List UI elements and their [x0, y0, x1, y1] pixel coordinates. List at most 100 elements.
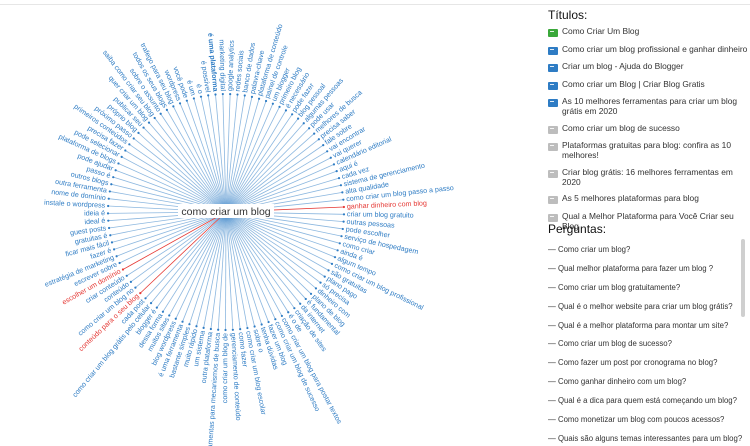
spoke-line: [166, 109, 226, 211]
spoke-end-dot: [340, 235, 343, 238]
spoke-end-dot: [142, 126, 145, 129]
spoke-end-dot: [278, 105, 281, 108]
spoke-line: [222, 94, 227, 211]
spoke-end-dot: [110, 183, 113, 186]
spoke-end-dot: [314, 287, 318, 290]
spoke-line: [227, 212, 338, 251]
spoke-line: [116, 212, 225, 257]
spoke-end-dot: [291, 113, 294, 116]
title-item[interactable]: Criar blog grátis: 16 melhores ferrament…: [548, 167, 748, 187]
title-item[interactable]: Criar um blog - Ajuda do Blogger: [548, 61, 748, 72]
question-item[interactable]: — Como criar um blog de sucesso?: [548, 339, 672, 349]
spoke-end-dot: [341, 227, 344, 231]
spoke-end-dot: [139, 292, 142, 295]
titles-heading: Títulos:: [548, 8, 588, 22]
spoke-end-dot: [335, 170, 338, 173]
keyword-label[interactable]: criar um blog gratuito: [347, 210, 414, 219]
question-item[interactable]: — Como monetizar um blog com poucos aces…: [548, 415, 725, 425]
keyword-label[interactable]: ideia é: [84, 209, 105, 217]
title-item[interactable]: Plataformas gratuitas para blog: confira…: [548, 140, 748, 160]
spoke-line: [210, 213, 227, 330]
spoke-line: [226, 213, 255, 327]
spoke-end-dot: [342, 213, 346, 216]
spoke-end-dot: [336, 249, 339, 252]
questions-scrollbar[interactable]: [741, 237, 747, 446]
question-item[interactable]: — Qual é a dica para quem está começando…: [548, 396, 737, 406]
question-item[interactable]: — Quais são alguns temas interessantes p…: [548, 433, 743, 443]
spoke-line: [227, 212, 333, 265]
spoke-line: [145, 213, 225, 299]
spoke-line: [162, 213, 226, 312]
spoke-end-dot: [271, 102, 274, 105]
center-keyword[interactable]: como criar um blog: [181, 206, 270, 218]
keyword-label[interactable]: marketing digital: [217, 39, 226, 91]
keyword-label[interactable]: outras pessoas: [346, 218, 395, 230]
question-item[interactable]: — Qual é o melhor website para criar um …: [548, 301, 733, 311]
spoke-end-dot: [333, 256, 337, 259]
keyword-label[interactable]: é o: [194, 83, 204, 94]
spoke-line: [175, 213, 226, 319]
question-item[interactable]: — Qual é a melhor plataforma para montar…: [548, 320, 729, 330]
spoke-line: [196, 213, 226, 327]
top-divider: [0, 4, 750, 5]
spoke-line: [133, 138, 225, 212]
title-text: Criar um blog - Ajuda do Blogger: [562, 61, 684, 71]
spoke-line: [129, 144, 225, 212]
spoke-end-dot: [323, 275, 326, 278]
spoke-end-dot: [121, 268, 125, 271]
keyword-radial-chart: como criar um blog passo a passo ganhar d…: [44, 23, 455, 446]
spoke-end-dot: [132, 137, 135, 140]
title-item[interactable]: Qual a Melhor Plataforma para Você Criar…: [548, 211, 748, 231]
question-item[interactable]: — Como criar um blog gratuitamente?: [548, 282, 681, 292]
spoke-end-dot: [199, 95, 203, 98]
sidebar-panel: Títulos: Como Criar Um Blog Como criar um…: [548, 0, 750, 446]
spoke-end-dot: [284, 109, 288, 112]
title-item[interactable]: Como criar um Blog | Criar Blog Gratis: [548, 79, 748, 90]
spoke-end-dot: [202, 326, 205, 329]
title-text: Criar blog grátis: 16 melhores ferrament…: [562, 166, 733, 187]
keyword-label[interactable]: ganhar dinheiro com blog: [347, 199, 427, 210]
spoke-end-dot: [287, 311, 290, 314]
title-text: Como Criar Um Blog: [562, 26, 640, 36]
question-item[interactable]: — Como ganhar dinheiro com um blog?: [548, 377, 687, 387]
spoke-end-dot: [326, 150, 329, 153]
spoke-end-dot: [107, 219, 110, 222]
spoke-line: [138, 132, 225, 211]
title-item[interactable]: As 10 melhores ferramentas para criar um…: [548, 96, 748, 116]
spoke-line: [226, 213, 283, 317]
keyword-label[interactable]: google analytics: [226, 40, 236, 92]
spoke-line: [122, 212, 225, 270]
spoke-line: [121, 156, 225, 212]
question-item[interactable]: — Qual melhor plataforma para fazer um b…: [548, 263, 714, 273]
spoke-line: [154, 117, 226, 211]
spoke-line: [126, 212, 225, 277]
spoke-line: [227, 127, 310, 211]
title-item[interactable]: As 5 melhores plataformas para blog: [548, 193, 748, 204]
questions-heading: Perguntas:: [548, 222, 607, 236]
question-item[interactable]: — Como fazer um post por cronograma no b…: [548, 358, 718, 368]
spoke-line: [140, 213, 225, 294]
spoke-line: [226, 98, 260, 211]
question-item[interactable]: — Como criar um blog?: [548, 245, 631, 254]
spoke-line: [227, 138, 320, 212]
gray-flag-icon: [548, 213, 558, 222]
spoke-end-dot: [114, 169, 117, 172]
title-item[interactable]: Como Criar Um Blog: [548, 26, 748, 37]
spoke-end-dot: [125, 274, 128, 277]
spoke-line: [226, 110, 287, 211]
spoke-end-dot: [178, 102, 182, 105]
scrollbar-thumb[interactable]: [741, 239, 745, 317]
spoke-line: [227, 163, 335, 212]
spoke-end-dot: [260, 323, 263, 326]
spoke-line: [186, 100, 226, 211]
spoke-line: [135, 212, 225, 288]
keyword-label[interactable]: ideal é: [84, 217, 105, 227]
spoke-end-dot: [329, 156, 332, 159]
keyword-label[interactable]: como criar um blog de: [221, 333, 229, 403]
keyword-label[interactable]: instale o wordpress: [44, 199, 106, 210]
title-item[interactable]: Como criar um blog profissional e ganhar…: [548, 44, 748, 55]
spoke-end-dot: [174, 317, 177, 320]
spoke-end-dot: [243, 94, 246, 97]
title-item[interactable]: Como criar um blog de sucesso: [548, 123, 748, 134]
spoke-end-dot: [267, 320, 270, 324]
